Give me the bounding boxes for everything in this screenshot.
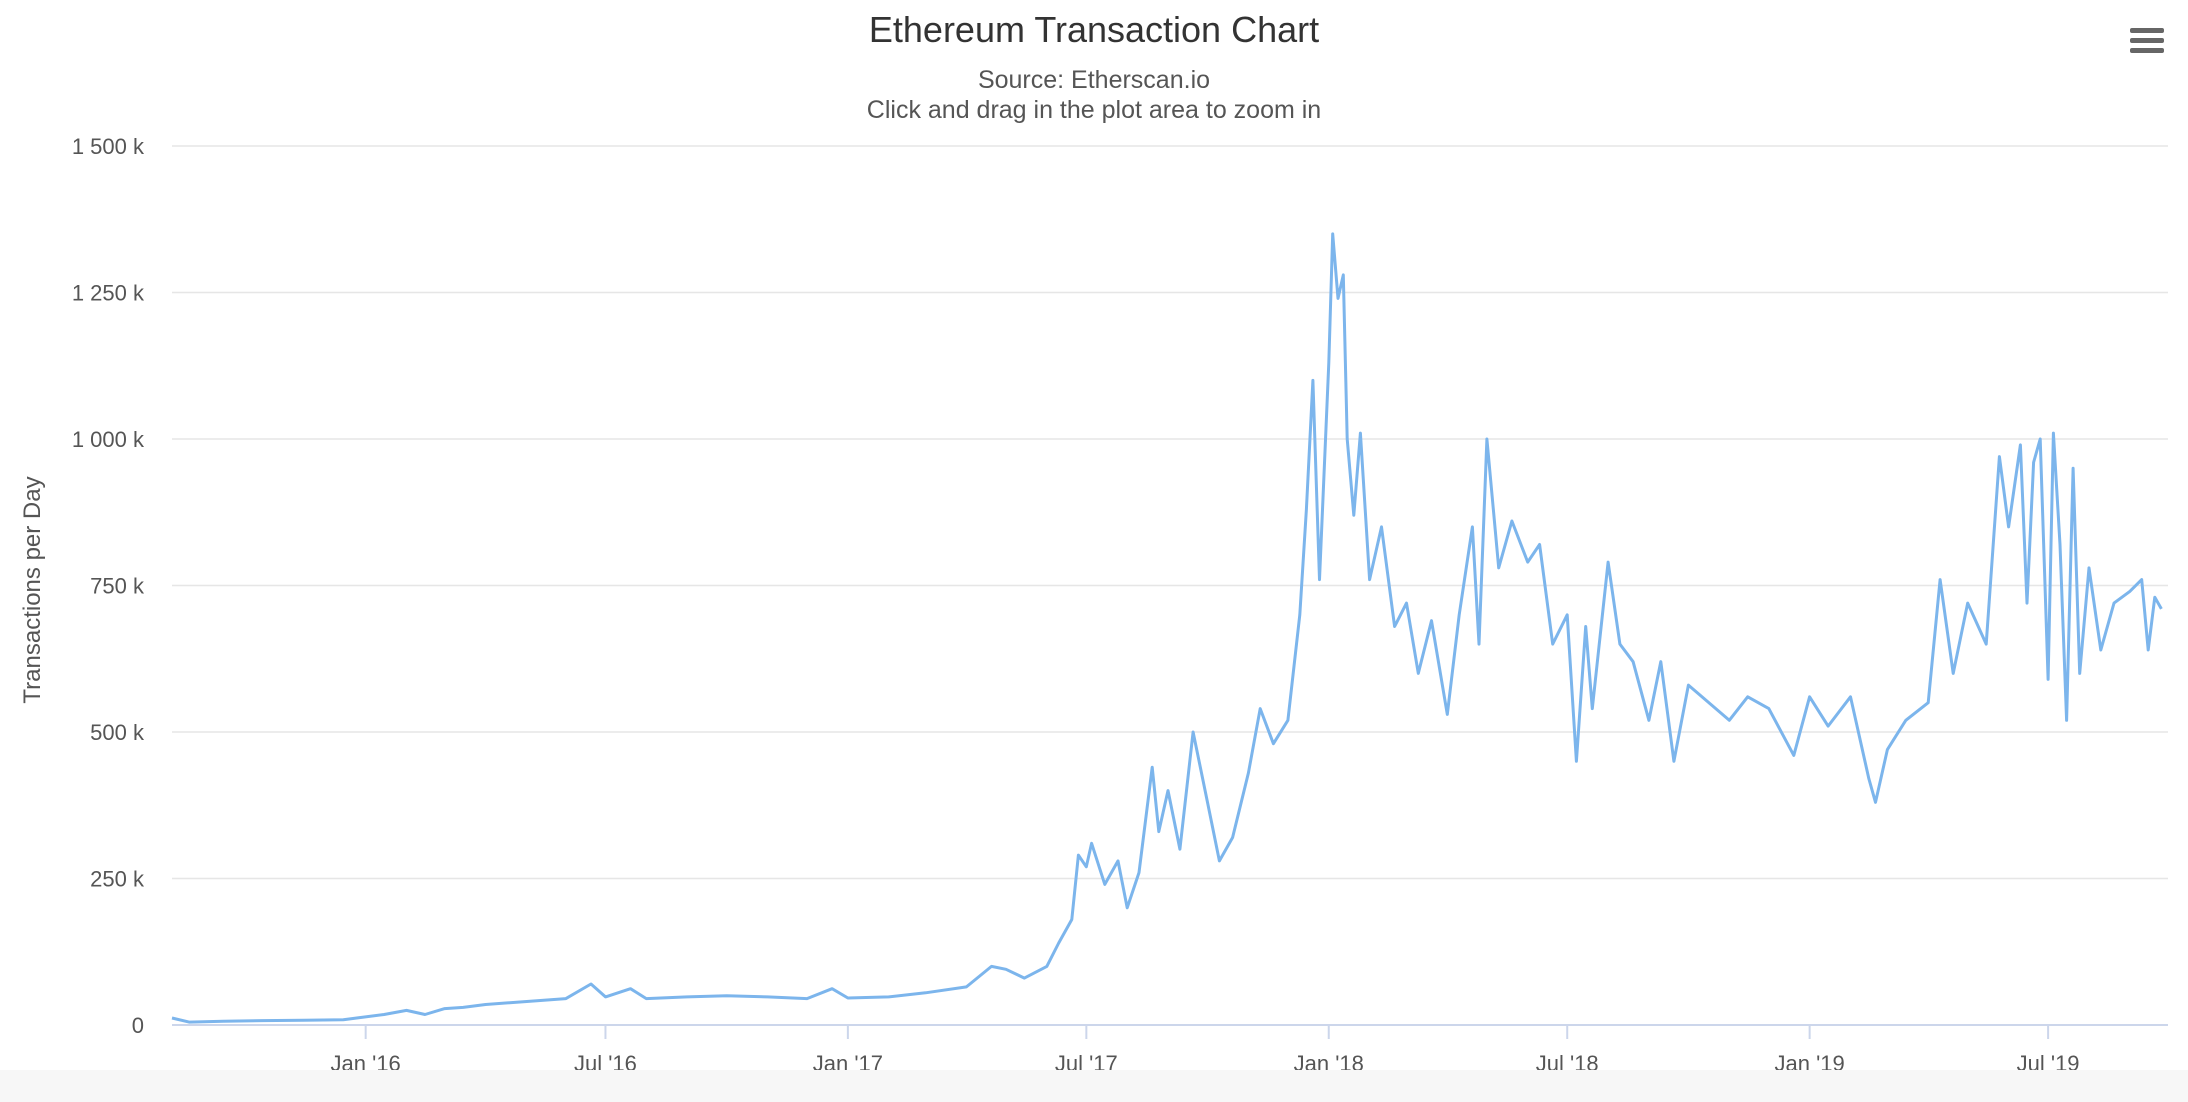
chart-subtitle-source: Source: Etherscan.io	[978, 66, 1210, 94]
y-tick-label: 750 k	[90, 574, 145, 599]
footer-strip	[0, 1070, 2188, 1102]
grid-lines	[172, 145, 2168, 880]
series-layer[interactable]	[171, 232, 2163, 1024]
y-tick-label: 0	[132, 1013, 144, 1038]
y-tick-label: 1 250 k	[72, 281, 145, 306]
chart-title: Ethereum Transaction Chart	[869, 9, 1319, 50]
chart-subtitle-hint: Click and drag in the plot area to zoom …	[867, 96, 1321, 124]
x-axis-ticks: Jan '16 Jul '16 Jan '17 Jul '17 Jan '18 Jul '…	[331, 1025, 2080, 1076]
y-axis-ticks: 0 250 k 500 k 750 k 1 000 k 1 250 k 1 500 k	[72, 134, 145, 1038]
y-tick-label: 1 500 k	[72, 134, 145, 159]
y-tick-label: 1 000 k	[72, 427, 145, 452]
hamburger-menu-icon[interactable]	[2126, 24, 2170, 60]
series-line[interactable]	[171, 232, 2163, 1024]
y-tick-label: 500 k	[90, 720, 145, 745]
y-tick-label: 250 k	[90, 867, 145, 892]
y-axis-title: Transactions per Day	[19, 476, 46, 703]
